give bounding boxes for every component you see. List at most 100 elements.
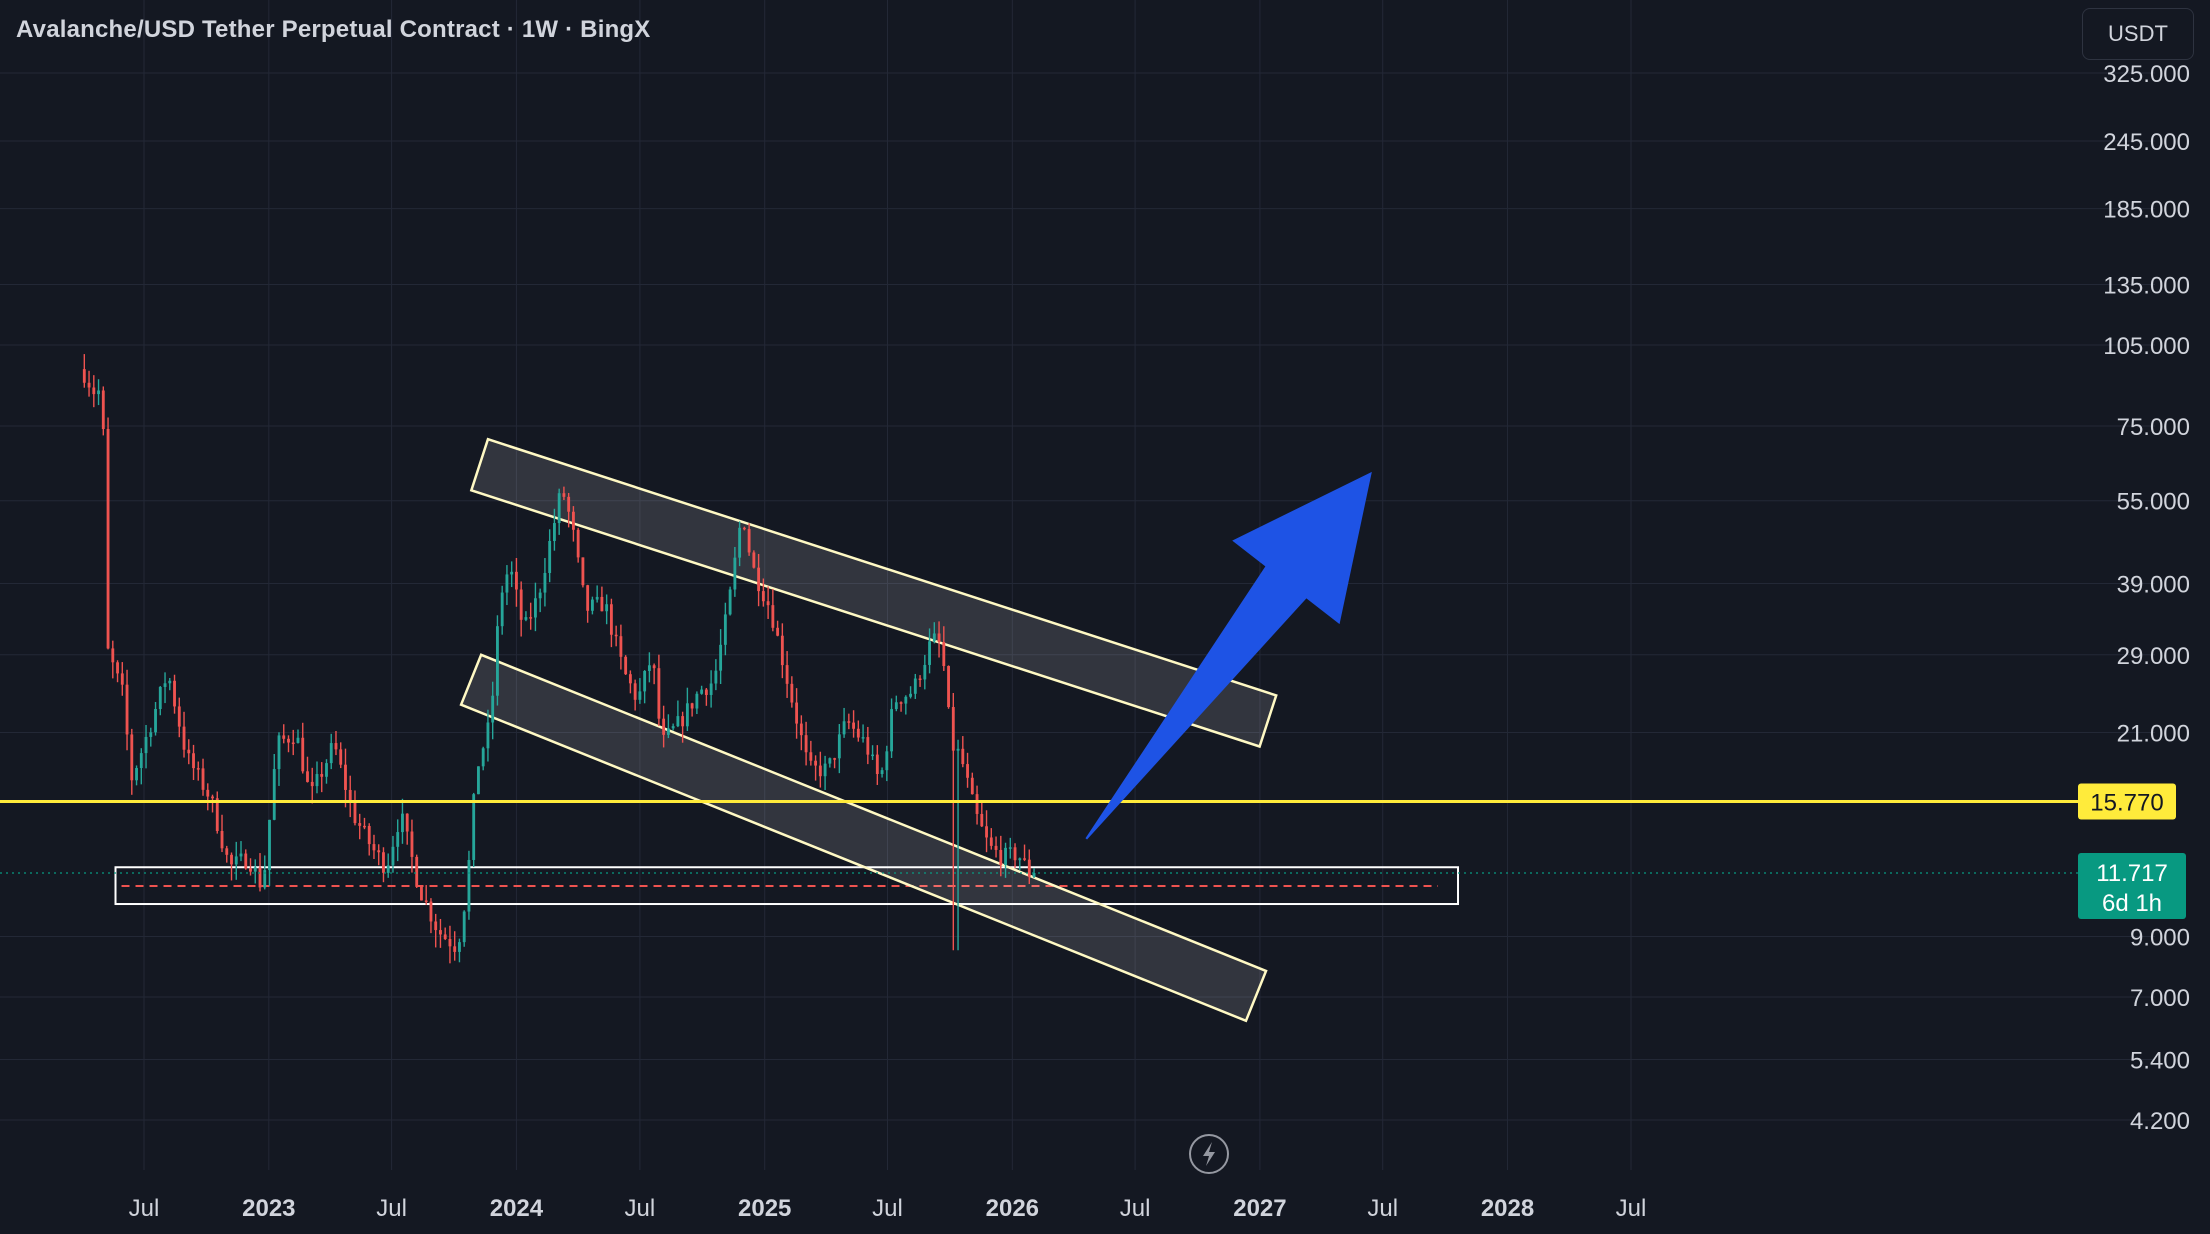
candle-body [258, 867, 262, 888]
candle-body [144, 736, 148, 754]
candle-body [320, 774, 324, 777]
candle-body [852, 722, 856, 729]
candle-body [567, 496, 571, 512]
y-tick-label: 135.000 [2103, 273, 2190, 300]
candle-body [871, 754, 875, 757]
lightning-icon [1189, 1134, 1229, 1174]
x-tick-label: 2026 [986, 1195, 1039, 1222]
candle-body [956, 748, 960, 751]
candle-body [87, 382, 91, 388]
candle-body [230, 854, 233, 865]
candle-body [1013, 847, 1017, 861]
candle-body [524, 617, 528, 620]
y-tick-label: 21.000 [2117, 721, 2190, 748]
candle-body [125, 684, 129, 735]
candle-body [780, 635, 784, 666]
candle-body [837, 734, 841, 759]
candle-body [139, 753, 143, 769]
candle-body [533, 598, 537, 618]
candle-body [410, 831, 414, 857]
candle-body [405, 813, 409, 832]
candle-body [548, 540, 552, 573]
candle-body [386, 865, 390, 873]
candle-body [894, 702, 898, 710]
candle-body [776, 627, 780, 636]
candle-body [211, 796, 214, 799]
candle-body [742, 527, 746, 530]
candle-body [486, 722, 490, 749]
candle-body [899, 702, 903, 704]
currency-button[interactable]: USDT [2082, 8, 2194, 60]
candle-body [619, 636, 623, 657]
candle-body [239, 853, 243, 857]
candle-body [643, 670, 647, 692]
candle-body [913, 678, 917, 694]
y-tick-label: 105.000 [2103, 333, 2190, 360]
candle-body [804, 735, 808, 753]
candle-body [700, 689, 704, 694]
lightning-icon-bolt [1203, 1142, 1215, 1166]
candle-body [785, 665, 789, 684]
candle-body [586, 585, 590, 611]
candle-body [681, 716, 685, 727]
candle-body [253, 867, 257, 872]
candle-body [932, 633, 936, 642]
candle-body [1018, 858, 1022, 861]
candle-body [453, 946, 457, 952]
last-price-tag [2078, 852, 2186, 919]
candle-body [980, 813, 984, 827]
candle-body [272, 769, 276, 820]
bullish-arrow [1085, 471, 1372, 840]
candle-body [733, 557, 737, 590]
candle-body [719, 644, 723, 671]
candle-body [415, 856, 419, 887]
candle-body [885, 751, 889, 771]
candle-body [358, 823, 362, 826]
y-tick-label: 4.200 [2130, 1108, 2190, 1135]
candle-body [875, 754, 879, 775]
candle-body [538, 592, 542, 599]
candle-body [448, 939, 452, 947]
candle-body [923, 664, 927, 680]
candle-body [348, 789, 352, 802]
candle-body [999, 849, 1003, 865]
candle-body [215, 798, 219, 831]
candle-body [709, 683, 713, 695]
candle-body [647, 665, 651, 671]
candle-body [714, 670, 718, 684]
candle-body [842, 721, 846, 735]
candle-body [818, 765, 822, 777]
candle-body [325, 763, 328, 777]
candle-body [434, 921, 438, 931]
y-tick-label: 185.000 [2103, 197, 2190, 224]
x-tick-label: 2024 [490, 1195, 544, 1222]
candle-body [571, 511, 575, 530]
candle-body [439, 930, 442, 935]
candle-body [847, 721, 851, 723]
candle-body [966, 764, 969, 778]
candle-body [101, 390, 105, 430]
candle-body [771, 605, 775, 628]
y-tick-label: 325.000 [2103, 61, 2190, 88]
candle-body [1032, 872, 1036, 877]
candle-body [985, 826, 988, 838]
countdown-label: 6d 1h [2102, 890, 2162, 917]
candle-body [723, 614, 727, 645]
candle-body [799, 723, 803, 736]
candle-body [947, 666, 950, 708]
time-axis: Jul 2023 Jul 2024 Jul 2025 Jul 2026 Jul 2027 Jul 20… [129, 1195, 1647, 1222]
candle-body [173, 680, 176, 707]
candle-body [82, 369, 86, 383]
candle-body [339, 749, 343, 765]
candle-body [690, 703, 694, 709]
candle-body [353, 801, 357, 824]
candle-body [994, 845, 998, 850]
candle-body [481, 748, 485, 767]
candle-body [828, 758, 832, 764]
candle-body [600, 596, 604, 612]
candle-body [367, 826, 371, 845]
annotation-zones [114, 437, 1460, 1023]
candle-body [942, 642, 946, 667]
candle-body [458, 942, 461, 952]
